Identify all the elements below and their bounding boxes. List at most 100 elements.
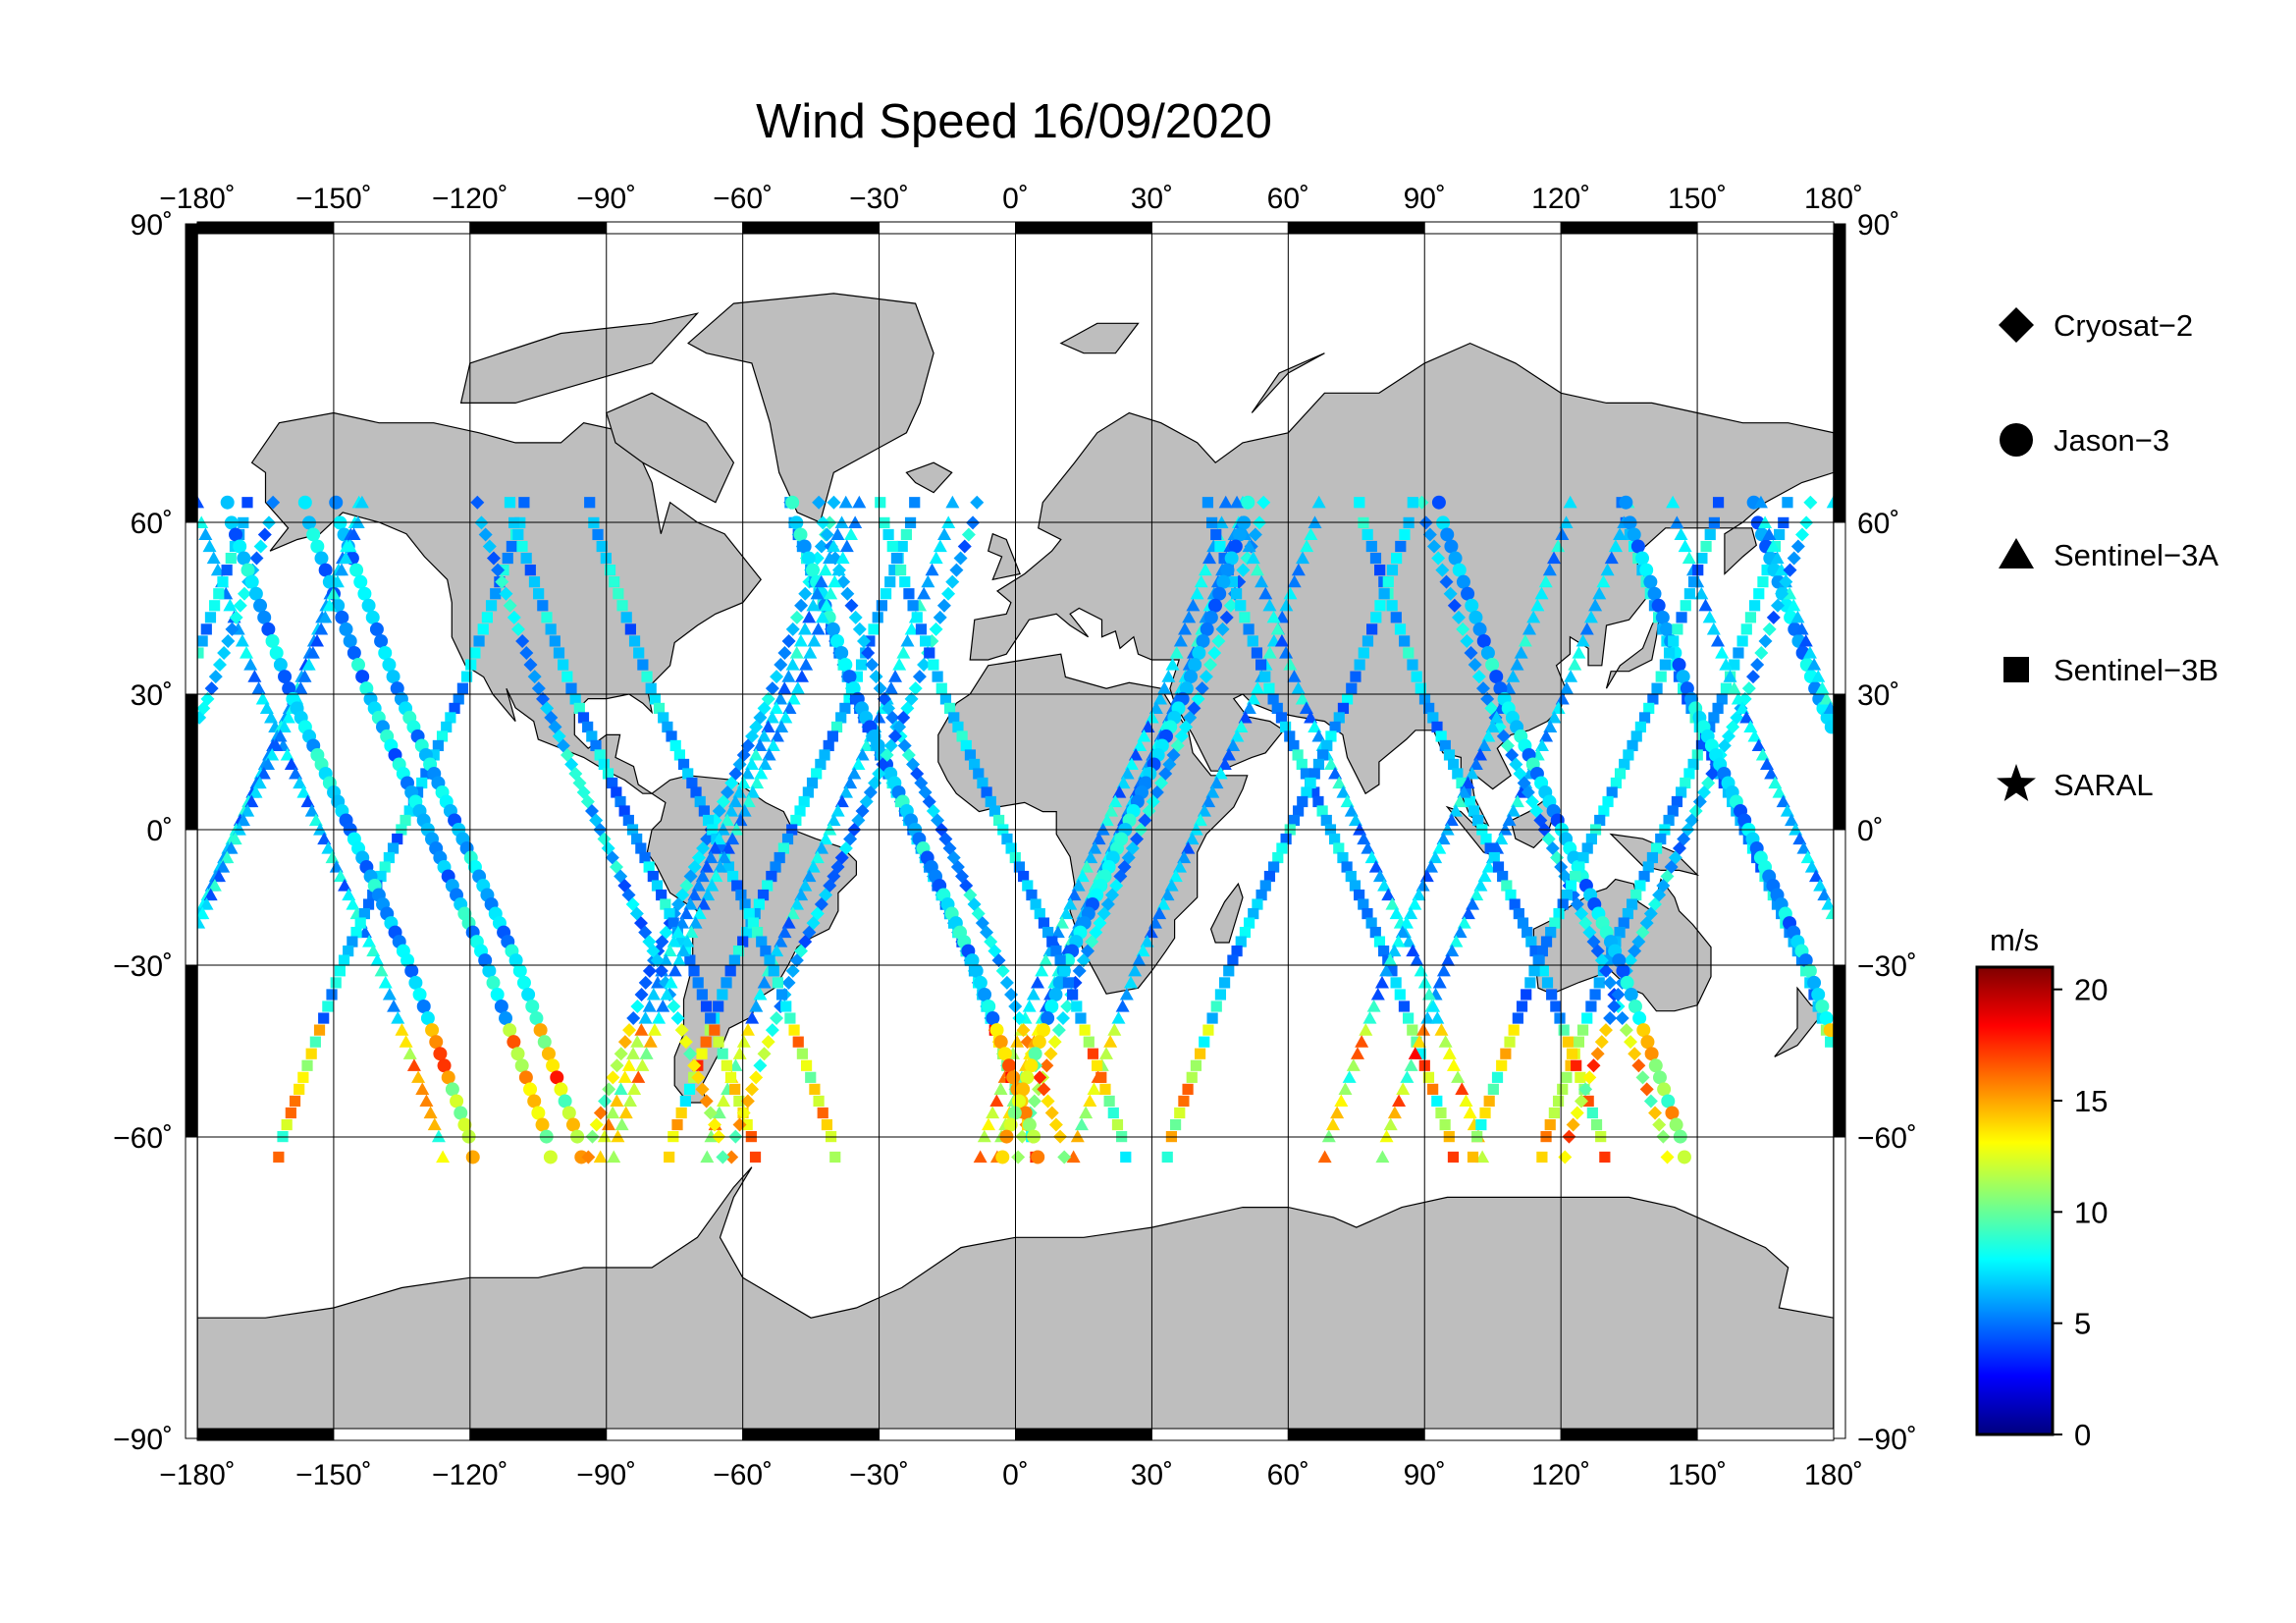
track-point <box>1247 691 1261 705</box>
track-point <box>249 551 264 566</box>
track-point <box>1426 1000 1441 1012</box>
track-point <box>788 1024 800 1036</box>
track-point <box>1627 739 1638 752</box>
track-point <box>199 897 214 910</box>
track-point <box>627 1082 642 1095</box>
legend-marker-diamond-icon <box>1999 307 2034 343</box>
track-point <box>297 495 312 510</box>
track-point <box>666 730 677 742</box>
track-point <box>634 1023 649 1036</box>
track-point <box>1643 574 1658 589</box>
track-point <box>1402 935 1416 947</box>
track-point <box>1731 691 1745 705</box>
track-point <box>1802 646 1817 659</box>
track-point <box>794 805 806 817</box>
track-point <box>1120 1151 1132 1163</box>
track-point <box>1263 870 1276 883</box>
track-point <box>512 528 524 541</box>
track-point <box>256 766 271 780</box>
track-point <box>1185 832 1200 845</box>
track-point <box>908 681 923 696</box>
track-point <box>1256 495 1271 510</box>
lon-tick-label-bottom: 180˚ <box>1804 1459 1863 1491</box>
track-point <box>622 1094 637 1108</box>
track-point <box>1468 610 1483 624</box>
track-point <box>253 598 268 613</box>
track-point <box>529 1011 544 1026</box>
track-point <box>1582 1070 1597 1085</box>
track-point <box>807 633 822 647</box>
track-point <box>1169 1118 1182 1131</box>
track-point <box>924 647 935 659</box>
legend-marker-triangle-icon <box>1999 538 2034 568</box>
track-point <box>1619 495 1633 510</box>
track-point <box>504 497 516 509</box>
track-point <box>1050 945 1062 957</box>
track-point <box>790 814 802 827</box>
track-point <box>620 612 632 623</box>
track-point <box>933 539 947 553</box>
track-point <box>1485 658 1500 673</box>
track-point <box>403 805 415 817</box>
track-point <box>481 612 493 623</box>
track-point <box>1400 1070 1415 1083</box>
frame-bar-bottom <box>1560 1428 1698 1441</box>
track-point <box>1230 588 1243 600</box>
track-point <box>549 635 561 647</box>
track-point <box>1782 497 1793 509</box>
track-point <box>839 539 854 553</box>
track-point <box>764 954 775 966</box>
track-point <box>872 612 883 623</box>
frame-bar-top <box>469 221 608 235</box>
track-point <box>1757 576 1769 588</box>
track-point <box>1083 1036 1095 1048</box>
track-point <box>917 586 932 600</box>
track-point <box>1083 1094 1097 1108</box>
track-point <box>702 814 715 827</box>
track-point <box>1312 758 1325 771</box>
track-point <box>1111 1011 1126 1024</box>
track-point <box>1572 646 1586 659</box>
track-point <box>304 803 319 817</box>
track-point <box>925 563 939 576</box>
track-point <box>335 610 349 624</box>
track-point <box>1403 647 1415 659</box>
track-point <box>1549 917 1561 929</box>
track-point <box>1561 1071 1573 1083</box>
track-point <box>416 1000 431 1013</box>
track-point <box>961 527 976 542</box>
track-point <box>1379 1129 1394 1143</box>
track-point <box>561 1106 576 1120</box>
track-point <box>209 600 221 612</box>
track-point <box>1616 963 1630 978</box>
track-point <box>1775 586 1789 601</box>
track-point <box>1259 880 1271 892</box>
track-point <box>709 1024 721 1036</box>
track-point <box>1493 681 1508 696</box>
track-point <box>1428 850 1443 864</box>
track-point <box>1743 720 1758 733</box>
track-point <box>812 495 827 510</box>
track-point <box>329 860 344 873</box>
track-point <box>688 916 703 929</box>
track-point <box>851 671 863 682</box>
track-point <box>1422 1071 1435 1083</box>
track-point <box>1819 1011 1834 1026</box>
track-point <box>1366 1000 1381 1012</box>
track-point <box>1107 1023 1122 1036</box>
track-point <box>1435 1107 1447 1119</box>
track-point <box>406 1058 421 1071</box>
track-point <box>647 1023 662 1036</box>
track-point <box>495 574 509 589</box>
track-point <box>1031 1150 1045 1164</box>
track-point <box>1720 682 1733 694</box>
track-point <box>441 1070 455 1085</box>
track-point <box>1427 712 1439 724</box>
track-point <box>1715 646 1730 659</box>
lat-tick-label-right: 0˚ <box>1857 815 1884 847</box>
track-point <box>273 1151 285 1163</box>
track-point <box>774 935 788 947</box>
track-point <box>1464 646 1478 660</box>
track-point <box>1582 1095 1594 1108</box>
track-point <box>827 813 841 827</box>
